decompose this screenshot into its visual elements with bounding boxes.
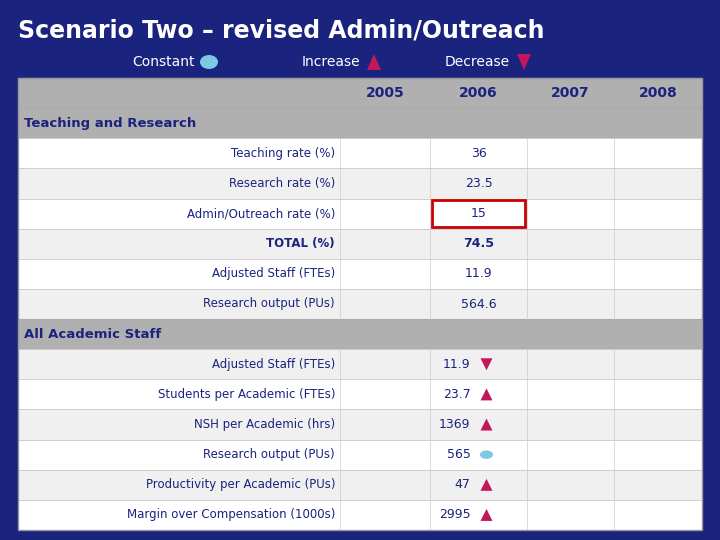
Text: Teaching rate (%): Teaching rate (%) bbox=[231, 147, 335, 160]
Text: Decrease: Decrease bbox=[445, 55, 510, 69]
Text: Increase: Increase bbox=[302, 55, 360, 69]
Bar bbox=[18, 228, 702, 259]
Bar bbox=[18, 319, 702, 349]
Polygon shape bbox=[480, 388, 492, 400]
Text: Research rate (%): Research rate (%) bbox=[229, 177, 335, 190]
Text: 1369: 1369 bbox=[439, 418, 470, 431]
Text: 565: 565 bbox=[446, 448, 470, 461]
Bar bbox=[18, 199, 702, 228]
Bar bbox=[18, 349, 702, 379]
Bar bbox=[18, 168, 702, 199]
Bar bbox=[18, 440, 702, 470]
Text: 2007: 2007 bbox=[552, 86, 590, 100]
Bar bbox=[432, 200, 525, 227]
Text: Students per Academic (FTEs): Students per Academic (FTEs) bbox=[158, 388, 335, 401]
Bar bbox=[18, 138, 702, 168]
Ellipse shape bbox=[480, 450, 493, 459]
Text: Admin/Outreach rate (%): Admin/Outreach rate (%) bbox=[186, 207, 335, 220]
Text: 47: 47 bbox=[454, 478, 470, 491]
Text: Productivity per Academic (PUs): Productivity per Academic (PUs) bbox=[145, 478, 335, 491]
Text: 23.5: 23.5 bbox=[464, 177, 492, 190]
Bar bbox=[18, 78, 702, 530]
Text: 2005: 2005 bbox=[366, 86, 405, 100]
Bar bbox=[18, 108, 702, 138]
Bar bbox=[18, 78, 702, 108]
Polygon shape bbox=[480, 509, 492, 521]
Polygon shape bbox=[480, 479, 492, 491]
Text: Teaching and Research: Teaching and Research bbox=[24, 117, 197, 130]
Text: 2995: 2995 bbox=[439, 509, 470, 522]
Text: Adjusted Staff (FTEs): Adjusted Staff (FTEs) bbox=[212, 267, 335, 280]
Text: Research output (PUs): Research output (PUs) bbox=[203, 298, 335, 310]
Text: 11.9: 11.9 bbox=[464, 267, 492, 280]
Text: Constant: Constant bbox=[132, 55, 195, 69]
Text: 36: 36 bbox=[471, 147, 487, 160]
Bar bbox=[18, 470, 702, 500]
Bar bbox=[18, 409, 702, 440]
Polygon shape bbox=[480, 418, 492, 430]
Text: 564.6: 564.6 bbox=[461, 298, 496, 310]
Polygon shape bbox=[517, 54, 531, 70]
Text: 2006: 2006 bbox=[459, 86, 498, 100]
Bar bbox=[18, 259, 702, 289]
Text: All Academic Staff: All Academic Staff bbox=[24, 328, 161, 341]
Bar bbox=[18, 379, 702, 409]
Text: Margin over Compensation (1000s): Margin over Compensation (1000s) bbox=[127, 509, 335, 522]
Text: 23.7: 23.7 bbox=[443, 388, 470, 401]
Polygon shape bbox=[367, 54, 381, 70]
Text: Scenario Two – revised Admin/Outreach: Scenario Two – revised Admin/Outreach bbox=[18, 18, 544, 42]
Ellipse shape bbox=[200, 55, 218, 69]
Text: 74.5: 74.5 bbox=[463, 237, 494, 250]
Bar bbox=[18, 289, 702, 319]
Polygon shape bbox=[480, 358, 492, 370]
Text: Adjusted Staff (FTEs): Adjusted Staff (FTEs) bbox=[212, 358, 335, 371]
Text: 11.9: 11.9 bbox=[443, 358, 470, 371]
Text: NSH per Academic (hrs): NSH per Academic (hrs) bbox=[194, 418, 335, 431]
Text: TOTAL (%): TOTAL (%) bbox=[266, 237, 335, 250]
Bar bbox=[18, 500, 702, 530]
Text: 2008: 2008 bbox=[639, 86, 678, 100]
Text: Research output (PUs): Research output (PUs) bbox=[203, 448, 335, 461]
Text: 15: 15 bbox=[471, 207, 487, 220]
